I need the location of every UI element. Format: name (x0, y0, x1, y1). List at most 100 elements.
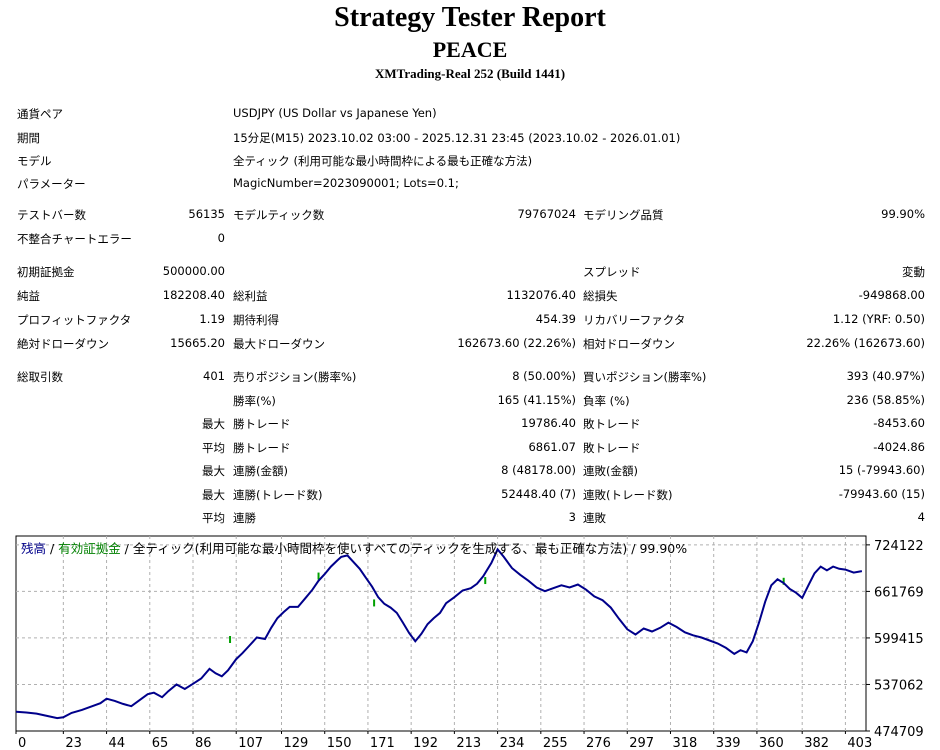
stat-row: 最大 勝トレード 19786.40 敗トレード -8453.60 (0, 416, 940, 436)
stat-row: 初期証拠金 500000.00 スプレッド 変動 (0, 264, 940, 284)
stat-row: 勝率(%) 165 (41.15%) 負率 (%) 236 (58.85%) (0, 393, 940, 413)
stat-value: 182208.40 (162, 288, 225, 302)
stat-label: リカバリーファクタ (583, 313, 686, 327)
stat-value: 0 (217, 231, 225, 245)
stat-label: 敗トレード (583, 417, 641, 431)
legend-separator: / (121, 541, 133, 556)
stat-value: 401 (203, 369, 225, 383)
x-tick-label: 382 (804, 736, 829, 750)
stat-label: 連勝(金額) (233, 464, 288, 478)
stat-value: 15665.20 (170, 336, 225, 350)
x-tick-label: 297 (629, 736, 654, 750)
stat-value: 19786.40 (521, 416, 576, 430)
param-label: 期間 (17, 131, 40, 145)
stat-value: 56135 (188, 207, 225, 221)
stat-label: 負率 (%) (583, 394, 630, 408)
param-row: パラメーター MagicNumber=2023090001; Lots=0.1; (0, 176, 940, 196)
stat-row: 最大 連勝(金額) 8 (48178.00) 連敗(金額) 15 (-79943.60) (0, 463, 940, 483)
stat-row: 平均 勝トレード 6861.07 敗トレード -4024.86 (0, 440, 940, 460)
stat-value: 8 (48178.00) (501, 463, 576, 477)
x-tick-label: 44 (109, 736, 126, 750)
x-tick-label: 234 (500, 736, 525, 750)
stat-label: テストバー数 (17, 208, 86, 222)
stat-label: モデリング品質 (583, 208, 664, 222)
report-title: Strategy Tester Report (334, 2, 606, 33)
param-value: USDJPY (US Dollar vs Japanese Yen) (233, 106, 437, 120)
stat-value: 最大 (202, 488, 225, 502)
stat-value: 99.90% (881, 207, 925, 221)
stat-value: 52448.40 (7) (501, 487, 576, 501)
stat-value: 平均 (202, 441, 225, 455)
stat-label: 初期証拠金 (17, 265, 75, 279)
stat-label: 連勝 (233, 511, 256, 525)
stat-value: 最大 (202, 417, 225, 431)
stat-value: 1.12 (YRF: 0.50) (832, 312, 925, 326)
x-tick-label: 171 (370, 736, 395, 750)
stat-row: 総取引数 401 売りポジション(勝率%) 8 (50.00%) 買いポジション(勝率%… (0, 369, 940, 389)
x-tick-label: 255 (543, 736, 568, 750)
stat-row: 絶対ドローダウン 15665.20 最大ドローダウン 162673.60 (22.26… (0, 336, 940, 356)
x-tick-label: 0 (18, 736, 26, 750)
stat-value: 22.26% (162673.60) (806, 336, 925, 350)
y-tick-label: 724122 (874, 539, 924, 554)
param-label: 通貨ペア (17, 107, 63, 121)
stat-value: -949868.00 (858, 288, 925, 302)
legend-balance: 残高 (21, 541, 46, 556)
stat-label: 連敗 (583, 511, 606, 525)
legend-separator: / (46, 541, 58, 556)
stat-label: 期待利得 (233, 313, 279, 327)
stat-value: 393 (40.97%) (846, 369, 925, 383)
stat-label: 勝トレード (233, 441, 291, 455)
param-label: モデル (17, 154, 52, 168)
stat-row: テストバー数 56135 モデルティック数 79767024 モデリング品質 99.90% (0, 207, 940, 227)
stat-label: 連勝(トレード数) (233, 488, 323, 502)
stat-value: 変動 (902, 265, 925, 279)
stat-row: 不整合チャートエラー 0 (0, 231, 940, 251)
x-tick-label: 339 (716, 736, 741, 750)
stat-value: 79767024 (517, 207, 576, 221)
y-axis-ticks: 724122 661769 599415 537062 474709 (866, 539, 924, 740)
chart-legend: 残高 / 有効証拠金 / 全ティック(利用可能な最小時間枠を使いすべてのティック… (21, 541, 687, 556)
gridlines (16, 536, 866, 731)
x-axis-ticks: 0 23 44 65 86 107 129 150 171 192 213 234 255 276 297 3… (15, 731, 872, 750)
x-tick-label: 403 (847, 736, 872, 750)
stat-value: 1.19 (199, 312, 225, 326)
param-label: パラメーター (17, 177, 86, 191)
stat-value: -4024.86 (873, 440, 925, 454)
legend-model: 全ティック(利用可能な最小時間枠を使いすべてのティックを生成する、最も正確な方法… (133, 541, 627, 556)
y-tick-label: 537062 (874, 678, 924, 693)
x-tick-label: 276 (586, 736, 611, 750)
stat-label: 総利益 (233, 289, 268, 303)
x-tick-label: 129 (283, 736, 308, 750)
stat-label: 連敗(金額) (583, 464, 638, 478)
stat-value: 454.39 (535, 312, 576, 326)
stat-label: 最大ドローダウン (233, 337, 325, 351)
stat-label: 勝トレード (233, 417, 291, 431)
server-info: XMTrading-Real 252 (Build 1441) (374, 66, 566, 81)
x-tick-label: 318 (672, 736, 697, 750)
param-row: 期間 15分足(M15) 2023.10.02 03:00 - 2025.12.3… (0, 130, 940, 150)
equity-spikes (229, 572, 785, 644)
x-tick-label: 107 (238, 736, 263, 750)
legend-equity: 有効証拠金 (58, 541, 121, 556)
param-row: モデル 全ティック (利用可能な最小時間枠による最も正確な方法) (0, 153, 940, 173)
stat-value: 最大 (202, 464, 225, 478)
param-value: 全ティック (利用可能な最小時間枠による最も正確な方法) (233, 154, 533, 168)
x-tick-label: 360 (759, 736, 784, 750)
stat-label: 連敗(トレード数) (583, 488, 673, 502)
stat-label: 総取引数 (17, 370, 63, 384)
stat-value: 165 (41.15%) (497, 393, 576, 407)
stat-label: スプレッド (583, 265, 641, 279)
stat-label: 純益 (17, 289, 40, 303)
balance-series-line (15, 547, 863, 720)
stat-value: 162673.60 (22.26%) (457, 336, 576, 350)
stat-label: 総損失 (583, 289, 618, 303)
balance-chart: 724122 661769 599415 537062 474709 0 23 44 65 86… (15, 535, 924, 750)
stat-value: 4 (917, 510, 925, 524)
stat-row: 純益 182208.40 総利益 1132076.40 総損失 -949868.00 (0, 288, 940, 308)
x-tick-label: 65 (152, 736, 169, 750)
x-tick-label: 23 (65, 736, 82, 750)
stat-label: プロフィットファクタ (17, 313, 132, 327)
y-tick-label: 661769 (874, 585, 924, 600)
param-value: 15分足(M15) 2023.10.02 03:00 - 2025.12.31 … (233, 131, 681, 145)
